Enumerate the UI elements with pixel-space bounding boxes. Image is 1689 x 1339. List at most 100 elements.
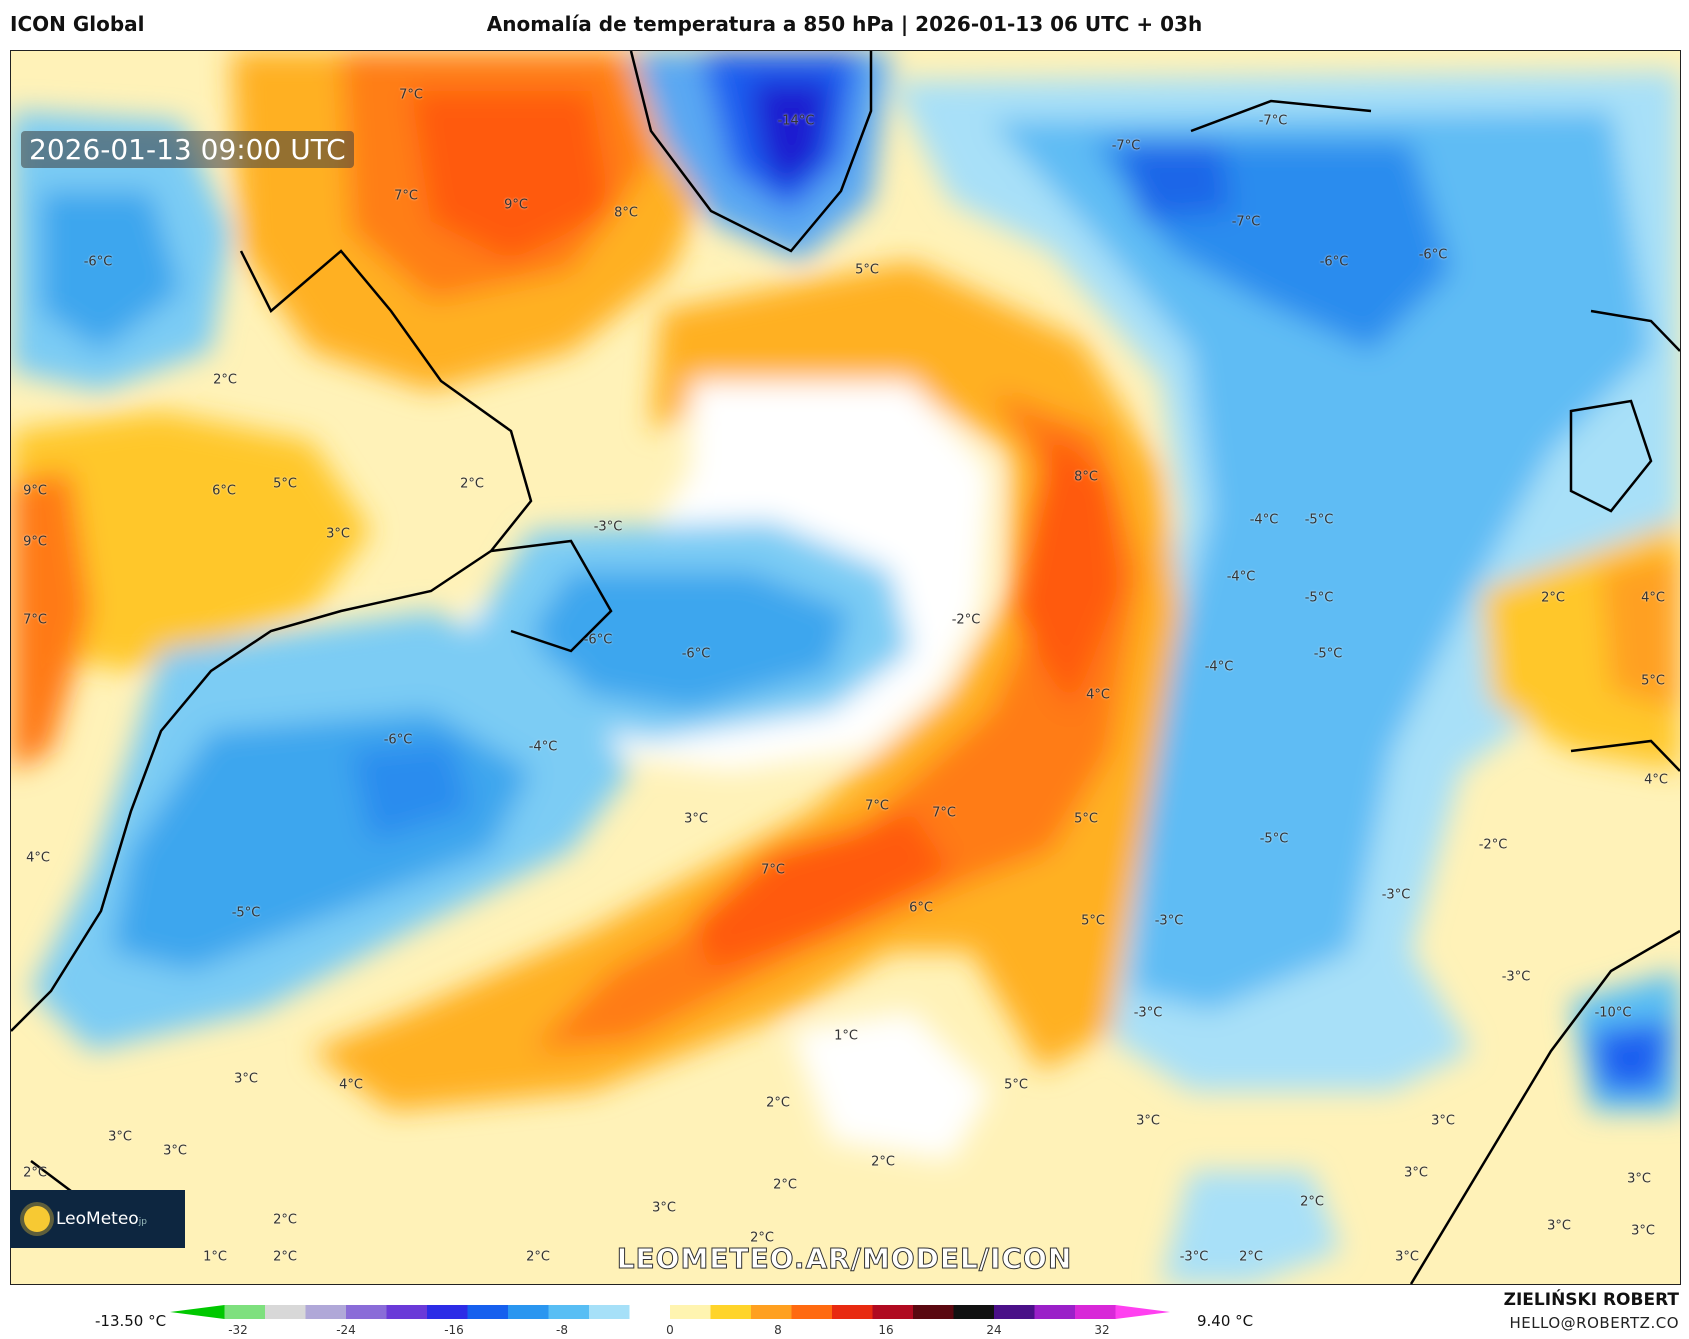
isotherm-label: -5°C <box>1259 831 1289 847</box>
isotherm-label: -4°C <box>1204 659 1234 675</box>
isotherm-label: 3°C <box>326 526 350 542</box>
model-name: ICON Global <box>10 12 145 36</box>
isotherm-label: 5°C <box>855 262 879 278</box>
colorbar-segment <box>589 1305 631 1319</box>
colorbar-segment <box>1115 1305 1170 1319</box>
isotherm-label: 2°C <box>23 1165 47 1181</box>
isotherm-label: 2°C <box>526 1249 550 1265</box>
isotherm-label: 7°C <box>761 862 785 878</box>
isotherm-label: 3°C <box>652 1200 676 1216</box>
isotherm-label: 2°C <box>871 1154 895 1170</box>
isotherm-label: 4°C <box>26 850 50 866</box>
leometeo-logo: LeoMeteojp <box>10 1190 185 1248</box>
isotherm-label: -6°C <box>1319 254 1349 270</box>
author-email: HELLO@ROBERTZ.CO <box>1509 1314 1679 1332</box>
colorbar-tick-label: -32 <box>228 1323 248 1337</box>
isotherm-label: 3°C <box>163 1143 187 1159</box>
isotherm-label: -3°C <box>1133 1005 1163 1021</box>
colorbar <box>170 1305 1170 1319</box>
colorbar-tick-label: 8 <box>774 1323 782 1337</box>
colorbar-tick-label: 24 <box>986 1323 1002 1337</box>
isotherm-label: -10°C <box>1594 1005 1632 1021</box>
isotherm-label: -14°C <box>777 113 815 129</box>
colorbar-min-label: -13.50 °C <box>95 1312 167 1330</box>
isotherm-label: -4°C <box>528 739 558 755</box>
isotherm-label: -3°C <box>1381 887 1411 903</box>
isotherm-label: 7°C <box>865 798 889 814</box>
isotherm-label: -2°C <box>1478 837 1508 853</box>
isotherm-label: 2°C <box>1541 590 1565 606</box>
isotherm-label: -4°C <box>1249 512 1279 528</box>
isotherm-label: -7°C <box>1111 138 1141 154</box>
isotherm-label: 7°C <box>399 87 423 103</box>
isotherm-label: -4°C <box>1226 569 1256 585</box>
colorbar-segment <box>346 1305 388 1319</box>
colorbar-segment <box>629 1305 671 1319</box>
isotherm-label: 5°C <box>1074 811 1098 827</box>
isotherm-label: 3°C <box>108 1129 132 1145</box>
isotherm-label: -6°C <box>383 732 413 748</box>
author-name: ZIELIŃSKI ROBERT <box>1503 1290 1679 1310</box>
colorbar-segment <box>832 1305 874 1319</box>
colorbar-max-label: 9.40 °C <box>1197 1312 1254 1330</box>
colorbar-segment <box>386 1305 428 1319</box>
isotherm-label: -6°C <box>583 632 613 648</box>
isotherm-label: -5°C <box>1304 512 1334 528</box>
isotherm-label: -3°C <box>1154 913 1184 929</box>
colorbar-tick-label: 0 <box>666 1323 674 1337</box>
isotherm-label: -3°C <box>1501 969 1531 985</box>
isotherm-label: 4°C <box>1641 590 1665 606</box>
isotherm-label: 4°C <box>339 1077 363 1093</box>
colorbar-segment <box>265 1305 307 1319</box>
map-background <box>11 51 1680 1284</box>
colorbar-segment <box>994 1305 1036 1319</box>
isotherm-label: 7°C <box>23 612 47 628</box>
isotherm-label: 3°C <box>1431 1113 1455 1129</box>
isotherm-label: -6°C <box>681 646 711 662</box>
isotherm-label: -3°C <box>1179 1249 1209 1265</box>
isotherm-label: 2°C <box>750 1230 774 1246</box>
colorbar-segment <box>913 1305 955 1319</box>
colorbar-segment <box>1034 1305 1076 1319</box>
isotherm-label: 2°C <box>213 372 237 388</box>
colorbar-segment <box>548 1305 590 1319</box>
isotherm-label: 3°C <box>1631 1223 1655 1239</box>
map-title: Anomalía de temperatura a 850 hPa | 2026… <box>486 12 1203 36</box>
isotherm-label: 4°C <box>1644 772 1668 788</box>
logo-text: LeoMeteojp <box>56 1209 147 1229</box>
colorbar-segment <box>170 1305 225 1319</box>
isotherm-label: 5°C <box>273 476 297 492</box>
isotherm-label: 9°C <box>504 197 528 213</box>
colorbar-segment <box>427 1305 469 1319</box>
isotherm-label: -7°C <box>1258 113 1288 129</box>
isotherm-label: -5°C <box>1313 646 1343 662</box>
isotherm-label: -5°C <box>231 905 261 921</box>
colorbar-tick-label: -8 <box>556 1323 568 1337</box>
isotherm-label: 6°C <box>212 483 236 499</box>
isotherm-label: 2°C <box>773 1177 797 1193</box>
isotherm-label: 3°C <box>234 1071 258 1087</box>
isotherm-label: 2°C <box>273 1212 297 1228</box>
isotherm-label: 9°C <box>23 483 47 499</box>
isotherm-label: 1°C <box>834 1028 858 1044</box>
isotherm-label: 3°C <box>1404 1165 1428 1181</box>
colorbar-segment <box>791 1305 833 1319</box>
colorbar-segment <box>1075 1305 1117 1319</box>
isotherm-label: 5°C <box>1641 673 1665 689</box>
isotherm-label: 2°C <box>1300 1194 1324 1210</box>
colorbar-segment <box>305 1305 347 1319</box>
colorbar-tick-label: 32 <box>1094 1323 1110 1337</box>
isotherm-label: 3°C <box>684 811 708 827</box>
colorbar-segment <box>508 1305 550 1319</box>
isotherm-label: 9°C <box>23 534 47 550</box>
isotherm-label: 5°C <box>1081 913 1105 929</box>
colorbar-segment <box>224 1305 266 1319</box>
colorbar-tick-label: 16 <box>878 1323 894 1337</box>
colorbar-tick-label: -24 <box>336 1323 356 1337</box>
isotherm-label: 7°C <box>932 805 956 821</box>
colorbar-segment <box>872 1305 914 1319</box>
valid-time-badge: 2026-01-13 09:00 UTC <box>21 131 354 168</box>
colorbar-segment <box>751 1305 793 1319</box>
isotherm-label: -7°C <box>1231 214 1261 230</box>
isotherm-label: 2°C <box>766 1095 790 1111</box>
